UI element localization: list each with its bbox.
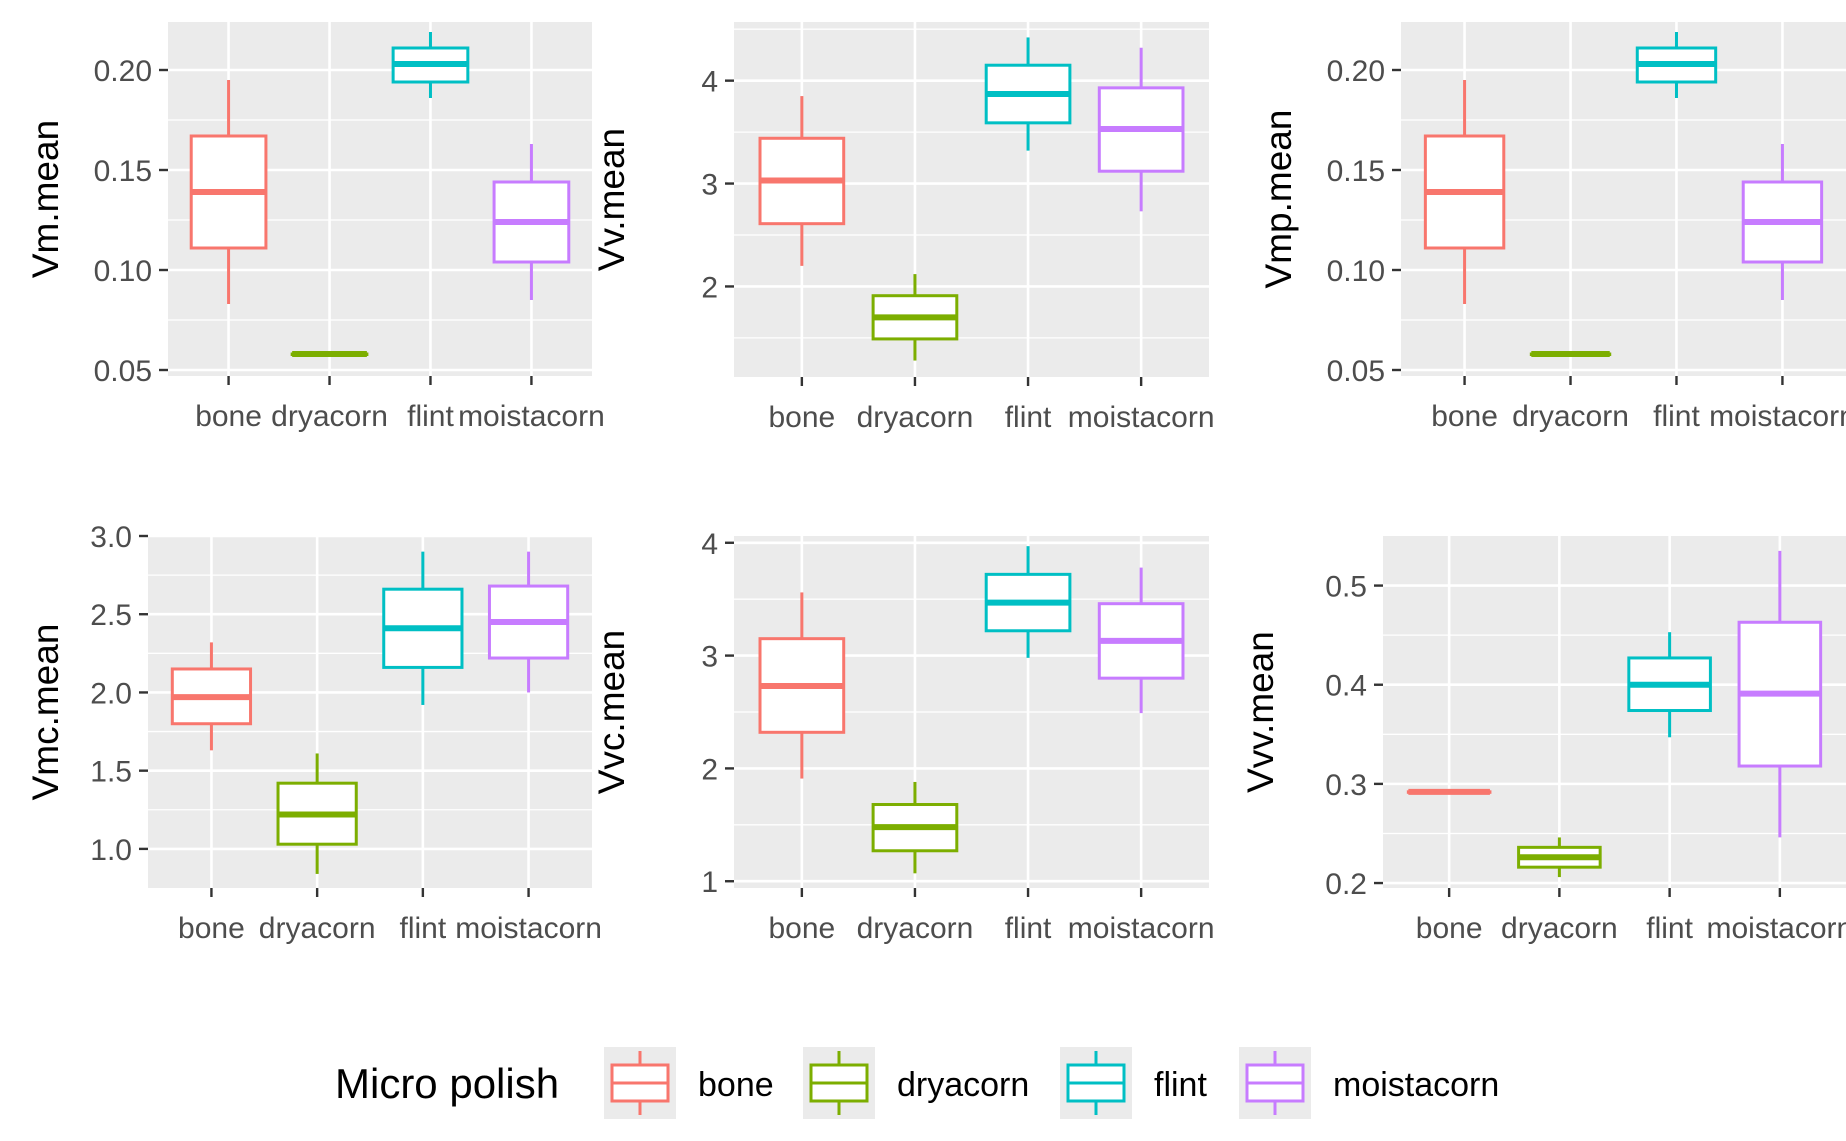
box-moistacorn bbox=[1737, 550, 1823, 838]
box-bone bbox=[189, 80, 268, 304]
box-bone bbox=[758, 592, 846, 779]
x-tick-label: moistacorn bbox=[458, 400, 605, 433]
x-tick-label: moistacorn bbox=[455, 912, 602, 945]
x-tick-label: bone bbox=[195, 400, 262, 433]
box-flint bbox=[382, 551, 464, 705]
legend-item-label: dryacorn bbox=[897, 1066, 1029, 1104]
y-tick-label: 0.20 bbox=[1327, 55, 1385, 88]
y-tick-label: 3 bbox=[701, 169, 718, 202]
y-tick-label: 0.15 bbox=[94, 155, 152, 188]
box-dryacorn bbox=[290, 351, 369, 357]
x-tick-label: flint bbox=[1653, 400, 1700, 433]
box-dryacorn bbox=[871, 274, 959, 361]
y-axis-title: Vmp.mean bbox=[1258, 110, 1299, 289]
legend-item-flint: flint bbox=[1060, 1047, 1207, 1119]
panel-Vmc-mean: 1.0 1.5 2.0 2.5 3.0 bone dryacorn flint moistaco… bbox=[25, 521, 602, 945]
box-bone bbox=[1406, 788, 1492, 795]
y-tick-label: 0.10 bbox=[1327, 255, 1385, 288]
box-dryacorn bbox=[871, 781, 959, 874]
x-tick-label: bone bbox=[768, 401, 835, 434]
x-tick-label: bone bbox=[178, 912, 245, 945]
legend-item-moistacorn: moistacorn bbox=[1239, 1047, 1499, 1119]
y-tick-label: 3 bbox=[701, 641, 718, 674]
legend-title: Micro polish bbox=[335, 1060, 559, 1107]
y-tick-label: 3.0 bbox=[90, 521, 132, 554]
y-tick-label: 0.20 bbox=[94, 55, 152, 88]
box-flint bbox=[391, 32, 470, 98]
panel-Vmp-mean: 0.05 0.10 0.15 0.20 bone dryacorn flint moistac… bbox=[1258, 22, 1846, 433]
panel-Vv-mean: 2 3 4 bone dryacorn flint moistacorn Vv.mean bbox=[591, 22, 1215, 434]
box-moistacorn bbox=[487, 551, 570, 693]
x-tick-label: dryacorn bbox=[1512, 400, 1629, 433]
x-tick-label: moistacorn bbox=[1709, 400, 1846, 433]
y-tick-label: 0.5 bbox=[1325, 571, 1367, 604]
y-axis-title: Vvv.mean bbox=[1240, 631, 1281, 793]
y-tick-label: 2.0 bbox=[90, 677, 132, 710]
box-flint bbox=[984, 37, 1072, 151]
box-moistacorn bbox=[492, 144, 571, 300]
box-moistacorn bbox=[1741, 144, 1824, 300]
y-tick-label: 1 bbox=[701, 866, 718, 899]
y-tick-label: 1.0 bbox=[90, 834, 132, 867]
y-tick-label: 4 bbox=[701, 528, 718, 561]
x-tick-label: dryacorn bbox=[857, 401, 974, 434]
y-axis-title: Vm.mean bbox=[25, 120, 66, 278]
panel-Vvv-mean: 0.2 0.3 0.4 0.5 bone dryacorn flint moistacorn V… bbox=[1240, 536, 1846, 945]
y-tick-label: 0.2 bbox=[1325, 868, 1367, 901]
y-tick-label: 1.5 bbox=[90, 756, 132, 789]
y-axis-title: Vvc.mean bbox=[591, 630, 632, 795]
y-tick-label: 0.05 bbox=[1327, 355, 1385, 388]
y-tick-label: 0.10 bbox=[94, 255, 152, 288]
box-flint bbox=[1635, 32, 1718, 98]
x-tick-label: moistacorn bbox=[1068, 401, 1215, 434]
x-tick-label: flint bbox=[400, 912, 447, 945]
legend-item-label: moistacorn bbox=[1333, 1066, 1499, 1104]
x-tick-label: moistacorn bbox=[1068, 912, 1215, 945]
box-moistacorn bbox=[1097, 567, 1185, 714]
panel-Vvc-mean: 1 2 3 4 bone dryacorn flint moistacorn Vvc.mean bbox=[591, 528, 1215, 945]
x-tick-label: moistacorn bbox=[1706, 912, 1846, 945]
x-tick-label: bone bbox=[1431, 400, 1498, 433]
x-tick-label: flint bbox=[1005, 912, 1052, 945]
legend-item-label: flint bbox=[1154, 1066, 1207, 1104]
box-bone bbox=[170, 642, 253, 751]
box-bone bbox=[1423, 80, 1506, 304]
y-tick-label: 0.05 bbox=[94, 355, 152, 388]
x-tick-label: dryacorn bbox=[259, 912, 376, 945]
x-tick-label: bone bbox=[1416, 912, 1483, 945]
x-tick-label: flint bbox=[1646, 912, 1693, 945]
legend-item-bone: bone bbox=[604, 1047, 774, 1119]
panel-Vm-mean: 0.05 0.10 0.15 0.20 bone dryacorn flint moistac… bbox=[25, 22, 605, 433]
box-dryacorn bbox=[1529, 351, 1612, 357]
x-tick-label: dryacorn bbox=[1501, 912, 1618, 945]
y-tick-label: 0.3 bbox=[1325, 769, 1367, 802]
x-tick-label: flint bbox=[407, 400, 454, 433]
box-flint bbox=[984, 546, 1072, 658]
box-dryacorn bbox=[276, 753, 358, 874]
x-tick-label: bone bbox=[768, 912, 835, 945]
legend-item-dryacorn: dryacorn bbox=[803, 1047, 1029, 1119]
y-tick-label: 2 bbox=[701, 271, 718, 304]
y-tick-label: 2.5 bbox=[90, 599, 132, 632]
box-moistacorn bbox=[1097, 47, 1185, 212]
box-dryacorn bbox=[1517, 837, 1602, 878]
y-axis-title: Vmc.mean bbox=[25, 624, 66, 801]
y-tick-label: 4 bbox=[701, 66, 718, 99]
legend: Micro polish bone dryacorn flint moistacorn bbox=[335, 1047, 1499, 1119]
x-tick-label: dryacorn bbox=[271, 400, 388, 433]
box-flint bbox=[1627, 632, 1712, 738]
y-tick-label: 2 bbox=[701, 753, 718, 786]
x-tick-label: dryacorn bbox=[857, 912, 974, 945]
y-tick-label: 0.4 bbox=[1325, 670, 1367, 703]
box-bone bbox=[758, 96, 846, 266]
y-axis-title: Vv.mean bbox=[591, 128, 632, 271]
x-tick-label: flint bbox=[1005, 401, 1052, 434]
legend-item-label: bone bbox=[698, 1066, 774, 1104]
y-tick-label: 0.15 bbox=[1327, 155, 1385, 188]
